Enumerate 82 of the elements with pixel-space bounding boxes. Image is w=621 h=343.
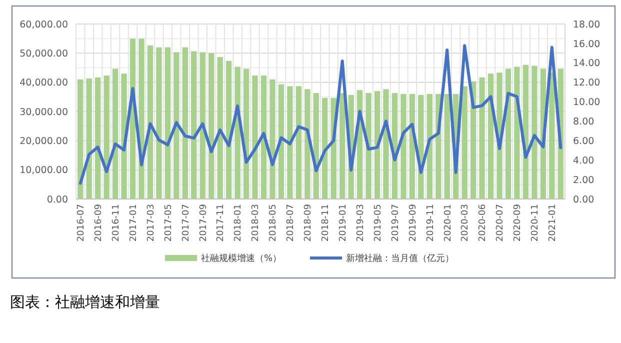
bar [217,57,223,199]
bar [270,79,276,199]
bar [383,89,389,199]
legend-label: 新增社融：当月值（亿元） [346,253,454,264]
x-tick-label: 2021-01 [548,204,558,242]
y2-tick-label: 8.00 [573,116,594,128]
bar [78,79,84,199]
line-series [78,44,562,185]
legend-label: 社融规模增速（%） [201,253,282,264]
x-tick-label: 2020-01 [443,204,454,242]
bar [374,91,380,199]
bar [366,93,372,199]
x-tick-label: 2017-01 [128,204,139,242]
x-tick-label: 2017-05 [164,204,174,242]
y-tick-label: 50,000.00 [20,48,68,60]
x-tick-label: 2020-09 [513,204,524,242]
bar [200,52,206,199]
x-tick-label: 2017-09 [198,204,209,242]
x-tick-label: 2019-05 [373,204,384,242]
bar [462,86,468,199]
bar [549,72,555,199]
x-tick-label: 2020-11 [530,204,541,242]
y-tick-label: 0.00 [46,194,68,206]
x-tick-label: 2020-03 [460,204,471,242]
bar [156,47,162,199]
x-tick-label: 2018-11 [321,204,332,242]
y2-tick-label: 16.00 [573,38,600,50]
text: 图表：社融增速和增量 [10,293,160,311]
bar [287,86,293,199]
y-tick-label: 60,000.00 [20,19,68,30]
x-tick-label: 2019-07 [390,204,401,242]
x-tick-label: 2017-11 [216,204,226,242]
x-tick-label: 2019-01 [338,204,348,242]
y2-tick-label: 18.00 [573,19,600,30]
x-tick-label: 2020-06 [478,204,488,242]
x-tick-label: 2019-11 [426,204,436,242]
bar [260,76,267,199]
y2-tick-label: 10.00 [573,97,600,108]
y2-tick-label: 6.00 [573,136,594,147]
y-tick-label: 30,000.00 [20,106,68,118]
y-tick-label: 40,000.00 [20,78,68,89]
x-tick-label: 2018-09 [304,204,314,242]
y2-tick-label: 4.00 [573,155,594,166]
y2-tick-label: 12.00 [573,78,600,89]
y-tick-label: 10,000.00 [20,165,68,176]
x-tick-label: 2016-11 [111,204,122,242]
x-tick-label: 2019-03 [356,204,366,242]
bar [86,78,92,199]
y2-tick-label: 14.00 [573,58,600,70]
y2-tick-label: 2.00 [573,174,594,186]
bar [296,86,302,199]
x-tick-label: 2018-01 [234,204,244,242]
bar [164,47,171,199]
bar [94,77,101,199]
x-tick-label: 2020-07 [496,204,506,242]
bar [339,93,346,199]
x-tick-label: 2019-09 [408,204,418,242]
y2-tick-label: 0.00 [573,194,594,206]
bar [322,98,328,199]
x-tick-label: 2018-03 [251,204,262,242]
bar [479,77,485,199]
bar [112,68,118,199]
bar [252,76,258,199]
bar [147,45,154,199]
x-tick-label: 2017-07 [181,204,192,242]
bar [208,53,214,199]
bar [278,84,284,199]
x-tick-label: 2018-05 [268,204,279,242]
bar [444,94,450,199]
x-tick-label: 2018-07 [286,204,296,242]
bar [104,76,110,199]
bar [226,60,232,199]
x-tick-label: 2016-07 [76,204,87,242]
x-tick-label: 2017-03 [146,204,156,242]
bar [532,66,538,199]
bar [514,66,520,199]
bar [182,47,188,199]
bar [400,94,406,199]
x-tick-label: 2016-09 [94,204,104,242]
bar [174,52,180,199]
bar [191,51,197,199]
y-tick-label: 20,000.00 [20,136,68,147]
